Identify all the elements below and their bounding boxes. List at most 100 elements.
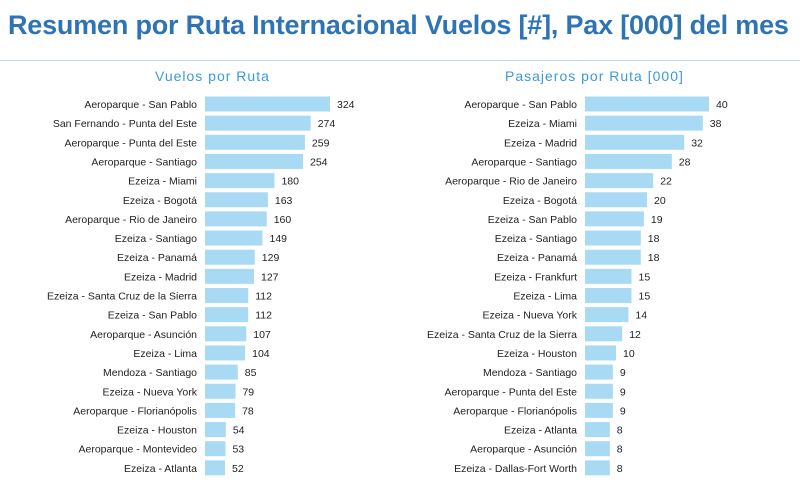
category-label: Aeroparque - Punta del Este: [64, 137, 197, 149]
bar: [585, 211, 644, 227]
value-label: 14: [635, 310, 647, 322]
bar: [205, 211, 267, 227]
category-label: Aeroparque - Asunción: [90, 329, 197, 341]
value-label: 38: [710, 118, 722, 130]
value-label: 107: [253, 329, 271, 341]
bar: [205, 422, 226, 438]
category-label: San Fernando - Punta del Este: [53, 118, 197, 130]
bar: [205, 402, 236, 418]
bar: [205, 230, 263, 246]
bar: [585, 307, 629, 323]
value-label: 8: [617, 463, 623, 475]
value-label: 112: [255, 291, 272, 303]
value-label: 9: [620, 386, 626, 398]
bar: [585, 422, 610, 438]
page-title: Resumen por Ruta Internacional Vuelos [#…: [8, 10, 789, 40]
bar: [585, 441, 610, 457]
bar: [205, 345, 246, 361]
value-label: 15: [639, 291, 651, 303]
category-label: Ezeiza - Bogotá: [503, 195, 577, 207]
value-label: 32: [691, 137, 703, 149]
value-label: 274: [318, 118, 336, 130]
value-label: 40: [716, 99, 728, 111]
value-label: 160: [274, 214, 292, 226]
chart-vuelos-por-ruta: Aeroparque - San Pablo 324 San Fernando - …: [47, 96, 355, 476]
bar: [585, 153, 672, 169]
category-label: Ezeiza - Miami: [128, 176, 197, 188]
category-label: Aeroparque - Asunción: [470, 444, 577, 456]
bar: [205, 326, 247, 342]
bar: [205, 460, 226, 476]
value-label: 18: [648, 252, 660, 264]
bar: [205, 268, 254, 284]
value-label: 18: [648, 233, 660, 245]
bar: [205, 173, 275, 189]
value-label: 19: [651, 214, 663, 226]
bar: [205, 134, 305, 150]
value-label: 85: [245, 367, 257, 379]
bar: [585, 383, 613, 399]
value-label: 20: [654, 195, 666, 207]
category-label: Aeroparque - Punta del Este: [444, 386, 577, 398]
value-label: 28: [679, 156, 691, 168]
value-label: 9: [620, 367, 626, 379]
value-label: 8: [617, 425, 623, 437]
bar: [205, 249, 255, 265]
bar: [585, 134, 685, 150]
value-label: 79: [242, 386, 254, 398]
value-label: 54: [233, 425, 245, 437]
category-label: Ezeiza - Atlanta: [124, 463, 197, 475]
category-label: Aeroparque - San Pablo: [84, 99, 197, 111]
category-label: Ezeiza - Houston: [117, 425, 197, 437]
value-label: 129: [262, 252, 280, 264]
value-label: 15: [639, 271, 651, 283]
category-label: Ezeiza - Atlanta: [504, 425, 577, 437]
value-label: 53: [232, 444, 244, 456]
chart-title-vuelos: Vuelos por Ruta: [155, 68, 270, 84]
chart-pasajeros-por-ruta: Aeroparque - San Pablo 40 Ezeiza - Miami 38…: [427, 96, 728, 476]
category-label: Ezeiza - Santiago: [495, 233, 577, 245]
category-label: Mendoza - Santiago: [483, 367, 577, 379]
category-label: Ezeiza - Houston: [497, 348, 577, 360]
bar: [585, 230, 641, 246]
category-label: Ezeiza - Panamá: [117, 252, 197, 264]
value-label: 52: [232, 463, 244, 475]
bar: [585, 115, 703, 131]
value-label: 127: [261, 271, 279, 283]
chart-title-pasajeros: Pasajeros por Ruta [000]: [505, 68, 684, 84]
category-label: Aeroparque - Santiago: [471, 156, 577, 168]
bar: [585, 96, 709, 112]
category-label: Mendoza - Santiago: [103, 367, 197, 379]
value-label: 22: [660, 176, 672, 188]
category-label: Ezeiza - Santa Cruz de la Sierra: [427, 329, 577, 341]
value-label: 112: [255, 310, 272, 322]
bar: [205, 96, 330, 112]
bar: [585, 402, 613, 418]
category-label: Ezeiza - Santiago: [115, 233, 197, 245]
category-label: Ezeiza - Nueva York: [102, 386, 197, 398]
bar: [585, 192, 647, 208]
category-label: Aeroparque - Florianópolis: [73, 405, 197, 417]
category-label: Aeroparque - San Pablo: [464, 99, 577, 111]
value-label: 78: [242, 405, 254, 417]
bar: [205, 364, 238, 380]
title-divider: [0, 60, 800, 61]
bar: [585, 288, 632, 303]
bar: [585, 364, 613, 380]
bar: [205, 115, 311, 131]
category-label: Aeroparque - Rio de Janeiro: [445, 176, 577, 188]
value-label: 254: [310, 156, 328, 168]
category-label: Ezeiza - San Pablo: [108, 310, 197, 322]
bar: [205, 441, 226, 457]
bar: [205, 383, 236, 399]
value-label: 8: [617, 444, 623, 456]
bar: [585, 268, 632, 284]
category-label: Ezeiza - Miami: [508, 118, 577, 130]
value-label: 149: [269, 233, 287, 245]
bar: [205, 153, 303, 169]
bar: [205, 288, 249, 303]
category-label: Ezeiza - Panamá: [497, 252, 577, 264]
value-label: 163: [275, 195, 293, 207]
category-label: Aeroparque - Florianópolis: [453, 405, 577, 417]
bar: [585, 326, 623, 342]
